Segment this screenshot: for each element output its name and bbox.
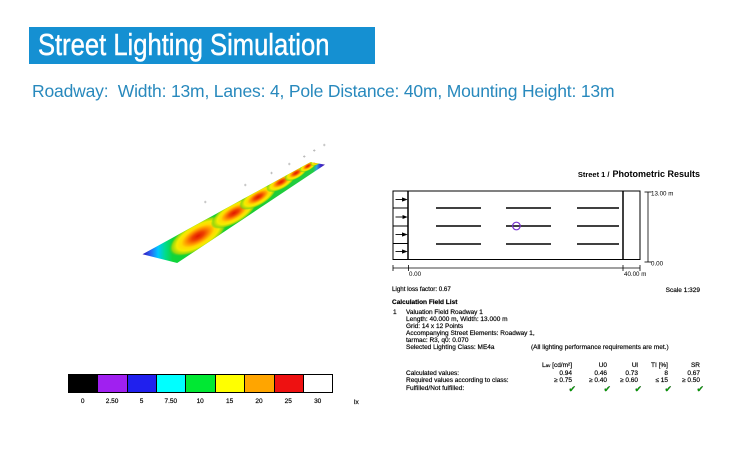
svg-text:Photometric Results: Photometric Results [612, 169, 700, 179]
svg-text:0.00: 0.00 [409, 271, 422, 278]
svg-text:0.00: 0.00 [651, 261, 664, 268]
svg-text:Street 1 /: Street 1 / [578, 170, 611, 179]
svg-text:13.00 m: 13.00 m [651, 191, 673, 198]
svg-text:40.00 m: 40.00 m [624, 271, 646, 278]
